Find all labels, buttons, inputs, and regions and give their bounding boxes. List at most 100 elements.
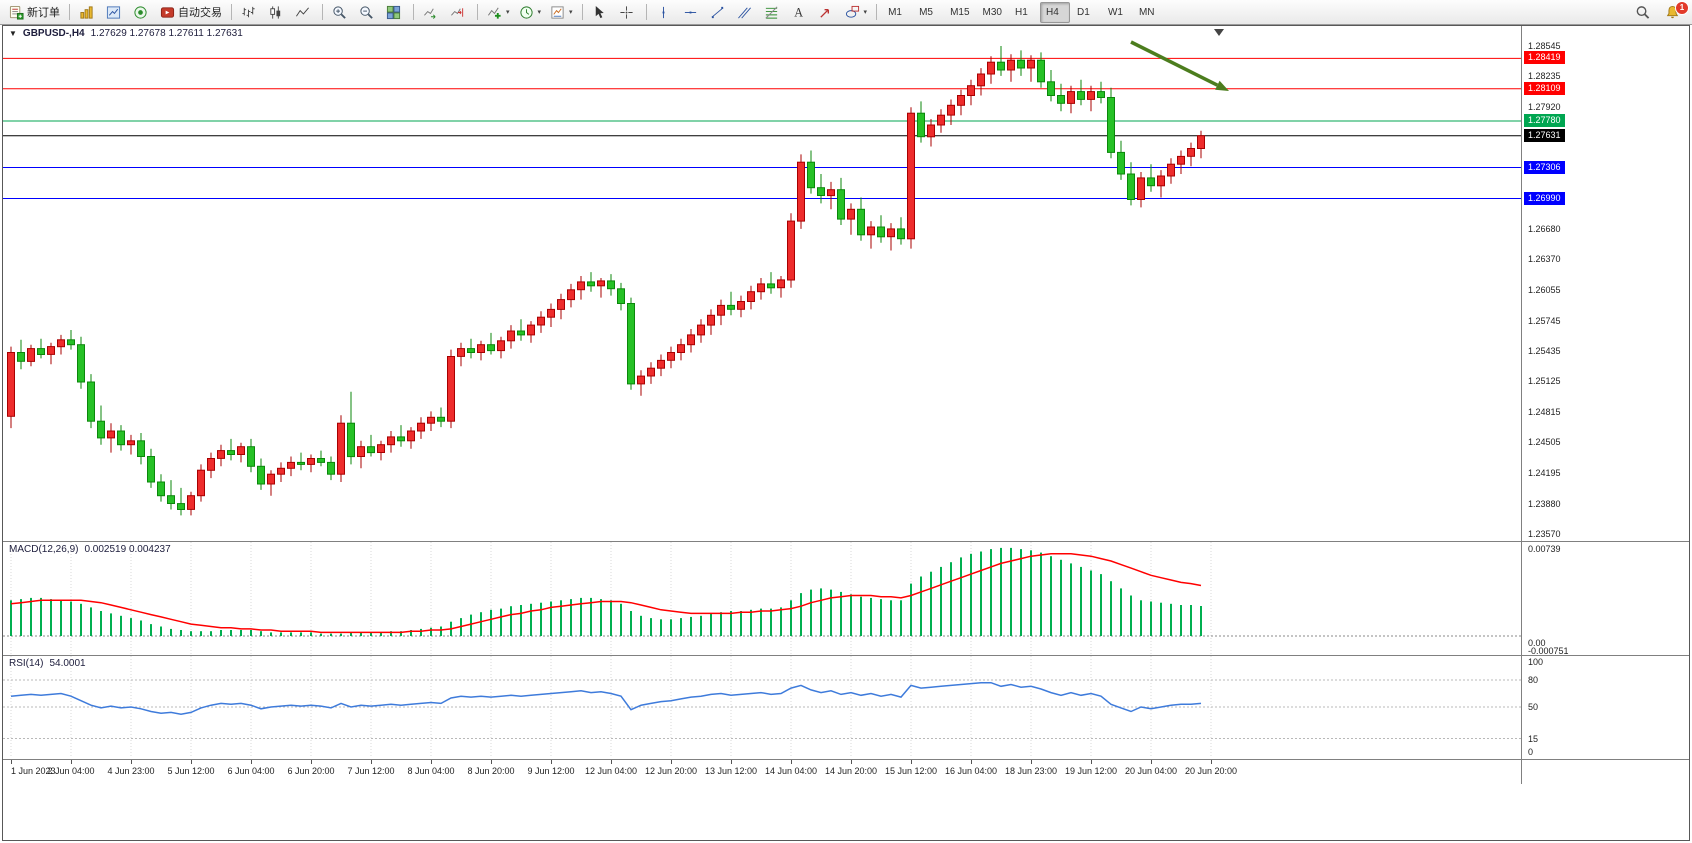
toolbar-separator [581, 4, 583, 20]
time-tick [851, 760, 852, 764]
charts-icon [80, 5, 93, 19]
text-label-button[interactable]: A [787, 1, 813, 23]
line-chart-button[interactable] [291, 1, 317, 23]
time-axis[interactable]: 1 Jun 2023 2 Jun 04:00 4 Jun 23:00 5 Jun 12… [3, 760, 1689, 784]
price-axis-label: 1.28545 [1528, 41, 1561, 51]
time-axis-label: 18 Jun 23:00 [1004, 766, 1058, 776]
rsi-pane[interactable]: RSI(14) 54.0001 100 80 50 15 0 [3, 656, 1689, 760]
tile-windows-button[interactable] [382, 1, 408, 23]
price-axis-label: 1.26055 [1528, 285, 1561, 295]
toolbar-separator [231, 4, 232, 20]
zoom-out-button[interactable] [355, 1, 381, 23]
time-axis-label: 1 Jun 2023 [11, 766, 56, 776]
time-tick [671, 760, 672, 764]
timeframe-d1-button[interactable]: D1 [1076, 6, 1090, 18]
templates-icon [551, 5, 564, 19]
time-tick [551, 760, 552, 764]
auto-scroll-button[interactable] [419, 1, 445, 23]
macd-label: MACD(12,26,9) [9, 544, 79, 555]
price-axis-label: 1.24505 [1528, 437, 1561, 447]
time-tick [1031, 760, 1032, 764]
rsi-axis-label: 100 [1528, 657, 1544, 667]
time-axis-label: 19 Jun 12:00 [1064, 766, 1118, 776]
price-badge: 1.28419 [1524, 51, 1565, 64]
dropdown-arrow-icon[interactable]: ▾ [537, 9, 542, 16]
market-watch-button[interactable] [102, 1, 128, 23]
timeframe-m30-button[interactable]: M30 [982, 6, 1002, 18]
timeframe-h1-button[interactable]: H1 [1014, 6, 1028, 18]
ohlc-values: 1.27629 1.27678 1.27611 1.27631 [90, 28, 243, 39]
chart-shift-button[interactable] [446, 1, 472, 23]
timeframe-m1-button[interactable]: M1 [888, 6, 902, 18]
toolbar: 新订单 自动交易 ▾ ▾ ▾ A ▾ M1 M5 M15 M30 H1 H4 D1 W1 MN 1 [0, 0, 1692, 25]
autotrading-button[interactable]: 自动交易 [156, 1, 226, 23]
timeframe-h4-button[interactable]: H4 [1039, 1, 1070, 23]
cursor-button[interactable] [588, 1, 614, 23]
cursor-icon [595, 5, 604, 18]
rsi-value: 54.0001 [49, 658, 86, 669]
fibonacci-button[interactable] [760, 1, 786, 23]
rsi-axis-label: 80 [1528, 675, 1539, 685]
periods-button[interactable]: ▾ [515, 1, 546, 23]
price-axis-label: 1.25745 [1528, 316, 1561, 326]
candlestick-chart-button[interactable] [264, 1, 290, 23]
crosshair-icon [619, 5, 633, 19]
shapes-button[interactable]: ▾ [841, 1, 872, 23]
time-axis-label: 5 Jun 12:00 [167, 766, 215, 776]
charts-button[interactable] [75, 1, 101, 23]
candlestick-chart [3, 29, 1521, 516]
time-axis-label: 20 Jun 04:00 [1124, 766, 1178, 776]
time-axis-label: 8 Jun 04:00 [407, 766, 455, 776]
text-label-icon: A [794, 5, 803, 19]
time-axis-label: 6 Jun 04:00 [227, 766, 275, 776]
time-axis-label: 12 Jun 04:00 [584, 766, 638, 776]
timeframe-mn-button[interactable]: MN [1138, 6, 1155, 18]
toolbar-separator [645, 4, 647, 20]
templates-button[interactable]: ▾ [546, 1, 577, 23]
time-tick [491, 760, 492, 764]
dropdown-arrow-icon[interactable]: ▾ [569, 9, 573, 16]
dropdown-arrow-icon[interactable]: ▾ [506, 9, 510, 16]
market-watch-icon [106, 5, 121, 19]
macd-pane[interactable]: MACD(12,26,9) 0.002519 0.004237 0.00739 0… [3, 542, 1689, 656]
horizontal-line-button[interactable] [679, 1, 705, 23]
timeframe-m5-button[interactable]: M5 [919, 6, 933, 18]
time-tick [971, 760, 972, 764]
price-chart-pane[interactable]: ▼ GBPUSD-,H4 1.27629 1.27678 1.27611 1.2… [3, 26, 1689, 542]
navigator-button[interactable] [129, 1, 155, 23]
bar-chart-button[interactable] [237, 1, 263, 23]
navigator-icon [134, 5, 147, 19]
timeframe-w1-button[interactable]: W1 [1107, 6, 1123, 18]
chart-title: ▼ GBPUSD-,H4 1.27629 1.27678 1.27611 1.2… [9, 28, 243, 39]
time-axis-label: 13 Jun 12:00 [704, 766, 758, 776]
rsi-title: RSI(14) 54.0001 [9, 658, 86, 669]
dropdown-arrow-icon[interactable]: ▾ [863, 9, 868, 16]
notifications-button[interactable]: 1 [1661, 1, 1689, 23]
arrow-tools-icon [819, 8, 829, 18]
time-tick [311, 760, 312, 764]
trendline-button[interactable] [706, 1, 732, 23]
indicators-button[interactable]: ▾ [483, 1, 514, 23]
zoom-in-button[interactable] [328, 1, 354, 23]
time-axis-label: 14 Jun 04:00 [764, 766, 818, 776]
fibonacci-icon [765, 6, 778, 19]
rsi-axis-label: 15 [1528, 734, 1539, 744]
trendline-icon [711, 6, 723, 18]
collapse-icon[interactable]: ▼ [9, 29, 17, 38]
macd-values: 0.002519 0.004237 [84, 544, 171, 555]
notifications-icon [1666, 5, 1679, 18]
time-axis-label: 12 Jun 20:00 [644, 766, 698, 776]
vertical-line-button[interactable] [652, 1, 678, 23]
crosshair-button[interactable] [615, 1, 641, 23]
chart-window[interactable]: ▼ GBPUSD-,H4 1.27629 1.27678 1.27611 1.2… [2, 25, 1690, 841]
toolbar-separator [322, 4, 323, 20]
macd-axis: 0.00739 0.00 -0.000751 [1521, 542, 1689, 655]
timeframe-m15-button[interactable]: M15 [950, 6, 970, 18]
channel-button[interactable] [733, 1, 759, 23]
arrow-tools-button[interactable] [814, 1, 840, 23]
vertical-line-icon [662, 6, 664, 18]
macd-chart [3, 542, 1521, 654]
search-button[interactable] [1631, 1, 1657, 23]
new-order-button[interactable]: 新订单 [5, 1, 64, 23]
rsi-axis: 100 80 50 15 0 [1521, 656, 1689, 759]
